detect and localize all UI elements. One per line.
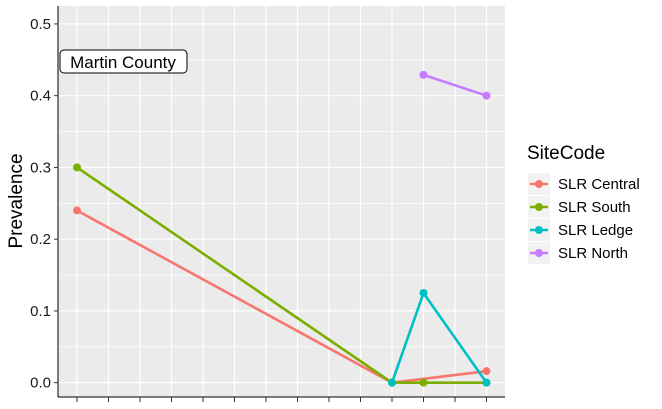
y-tick-label: 0.4 <box>30 88 51 105</box>
y-tick-label: 0.3 <box>30 159 51 176</box>
legend-label: SLR Ledge <box>558 222 633 239</box>
legend-key <box>528 196 550 218</box>
legend-key <box>528 242 550 264</box>
legend: SiteCode SLR Central SLR South SLR Ledge SL… <box>527 143 640 264</box>
legend-key-point <box>535 203 543 211</box>
series-line-slr-north <box>423 73 487 97</box>
data-point <box>482 367 491 376</box>
data-point <box>419 288 428 297</box>
data-point <box>482 378 491 387</box>
legend-key-point <box>535 226 543 234</box>
series-line-slr-south <box>76 166 487 385</box>
legend-label: SLR South <box>558 199 631 216</box>
legend-label: SLR Central <box>558 176 640 193</box>
legend-label: SLR North <box>558 245 628 262</box>
axes <box>57 6 505 398</box>
annotation-box <box>59 49 188 74</box>
legend-key <box>528 219 550 241</box>
y-tick-label: 0.0 <box>30 375 51 392</box>
annotation-label: Martin County <box>59 49 188 74</box>
series-points <box>73 70 491 387</box>
y-ticks: 0.0 0.1 0.2 0.3 0.4 0.5 <box>30 16 58 392</box>
legend-key-point <box>535 180 543 188</box>
grid-minor <box>58 59 505 348</box>
legend-title: SiteCode <box>527 143 605 164</box>
annotation-text: Martin County <box>70 53 176 72</box>
y-tick-label: 0.1 <box>30 303 51 320</box>
y-tick-label: 0.2 <box>30 231 51 248</box>
data-point <box>388 378 396 387</box>
y-tick-label: 0.5 <box>30 16 51 33</box>
data-point <box>73 163 81 172</box>
legend-key <box>528 173 550 195</box>
data-point <box>419 378 428 387</box>
data-point <box>73 206 81 215</box>
y-axis-title: Prevalence <box>6 153 27 248</box>
data-point <box>419 70 428 79</box>
legend-key-point <box>535 249 543 257</box>
data-point <box>482 91 491 100</box>
x-ticks <box>76 397 487 402</box>
